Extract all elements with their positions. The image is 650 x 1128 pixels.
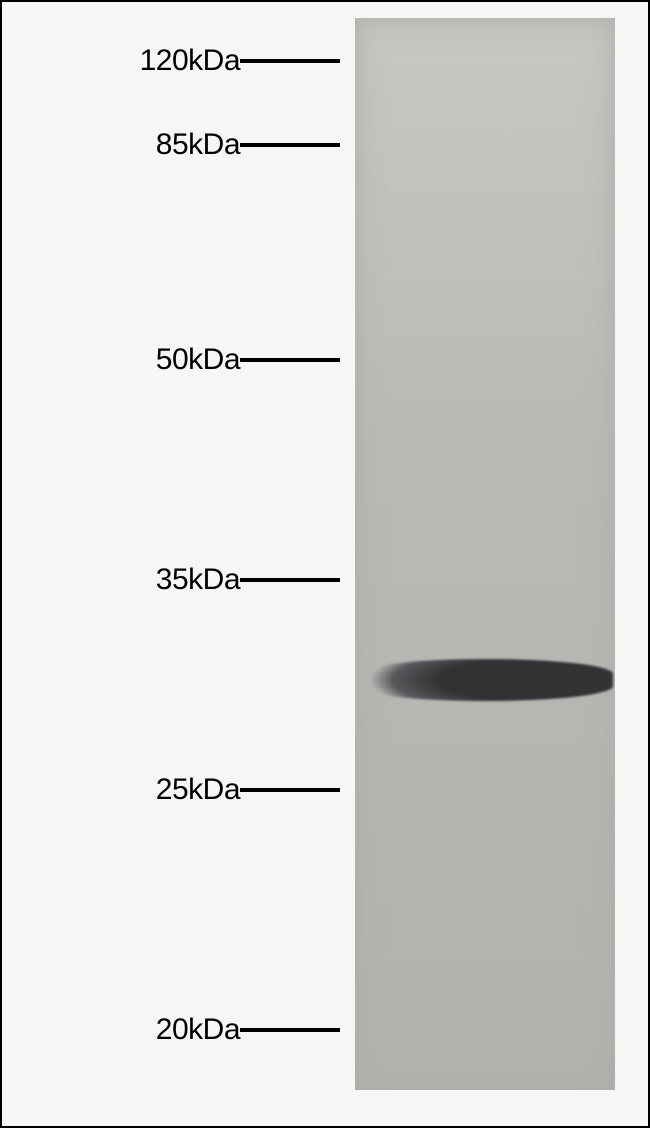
- marker-tick: [240, 1028, 340, 1032]
- marker-label: 50kDa: [25, 343, 240, 377]
- protein-band: [357, 659, 613, 701]
- marker-tick: [240, 578, 340, 582]
- marker-tick: [240, 59, 340, 63]
- marker-tick: [240, 143, 340, 147]
- marker-tick: [240, 788, 340, 792]
- marker-label: 85kDa: [25, 128, 240, 162]
- blot-lane: [355, 18, 615, 1090]
- marker-label: 120kDa: [25, 44, 240, 78]
- marker-label: 20kDa: [25, 1013, 240, 1047]
- marker-tick: [240, 358, 340, 362]
- marker-label: 25kDa: [25, 773, 240, 807]
- marker-label: 35kDa: [25, 563, 240, 597]
